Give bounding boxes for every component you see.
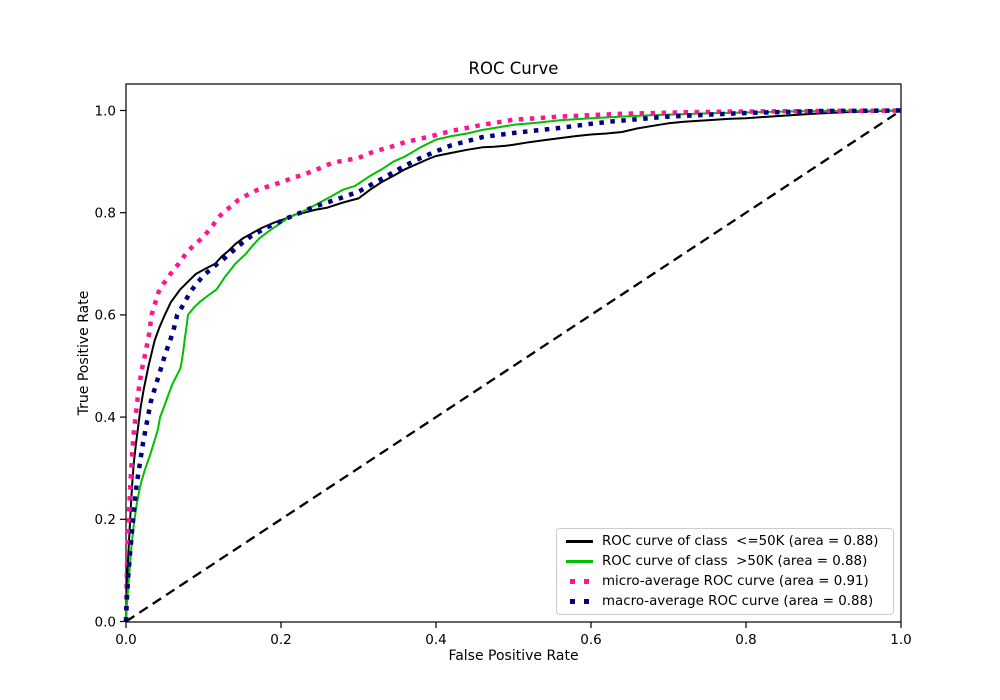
legend-item-roc-class-le-50k: ROC curve of class <=50K (area = 0.88) xyxy=(557,532,893,552)
x-tick-label: 0.8 xyxy=(735,632,756,648)
chance-diagonal-curve xyxy=(125,109,902,623)
y-tick-label: 0.6 xyxy=(95,308,116,324)
legend-label: ROC curve of class >50K (area = 0.88) xyxy=(602,554,868,569)
x-axis-label: False Positive Rate xyxy=(448,648,579,664)
x-tick-label: 0.4 xyxy=(425,632,446,648)
legend-swatch-black-line xyxy=(566,540,593,543)
y-axis-label: True Positive Rate xyxy=(76,290,92,416)
legend-item-macro-average: macro-average ROC curve (area = 0.88) xyxy=(557,592,893,612)
legend: ROC curve of class <=50K (area = 0.88) R… xyxy=(556,528,894,615)
legend-label: micro-average ROC curve (area = 0.91) xyxy=(602,574,869,589)
x-tick-label: 0.6 xyxy=(580,632,601,648)
plot-frame xyxy=(125,83,902,623)
y-tick-label: 1.0 xyxy=(95,103,116,119)
legend-swatch-pink-dotted xyxy=(566,579,593,584)
legend-label: ROC curve of class <=50K (area = 0.88) xyxy=(602,534,879,549)
roc-class-le-50k-curve xyxy=(125,109,902,622)
legend-item-micro-average: micro-average ROC curve (area = 0.91) xyxy=(557,572,893,592)
y-tick-label: 0.4 xyxy=(95,410,116,426)
chart-title: ROC Curve xyxy=(468,59,559,78)
x-tick-label: 1.0 xyxy=(890,632,911,648)
legend-label: macro-average ROC curve (area = 0.88) xyxy=(602,594,874,609)
y-tick-label: 0.8 xyxy=(95,206,116,222)
legend-item-roc-class-gt-50k: ROC curve of class >50K (area = 0.88) xyxy=(557,552,893,572)
legend-swatch-green-line xyxy=(566,560,593,563)
y-tick-label: 0.0 xyxy=(95,614,116,630)
roc-class-gt-50k-curve xyxy=(125,109,902,622)
x-tick-label: 0.2 xyxy=(270,632,291,648)
micro-average-roc-curve xyxy=(123,108,902,622)
x-tick-label: 0.0 xyxy=(115,632,136,648)
y-tick-label: 0.2 xyxy=(95,512,116,528)
macro-average-roc-curve xyxy=(123,108,902,622)
legend-swatch-navy-dotted xyxy=(566,599,593,604)
